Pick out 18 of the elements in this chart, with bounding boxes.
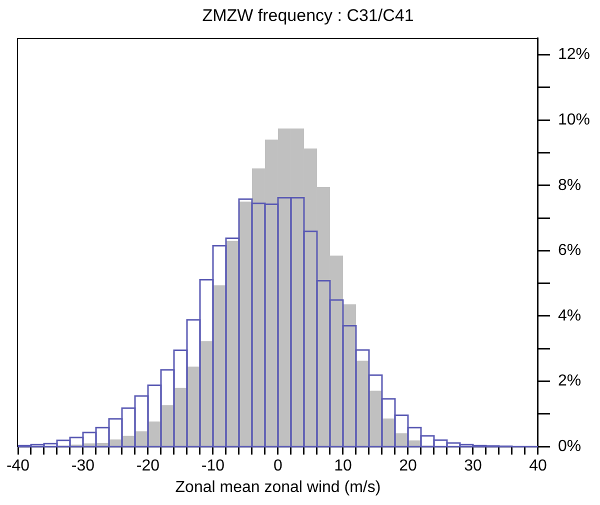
x-tick-label: 30	[464, 458, 482, 475]
x-axis-title: Zonal mean zonal wind (m/s)	[175, 478, 381, 496]
y-tick-label: 6%	[558, 242, 582, 260]
x-tick-label: 40	[529, 458, 547, 475]
x-tick-label: -40	[6, 458, 30, 475]
x-tick-label: 10	[334, 458, 352, 475]
y-tick-label: 4%	[558, 307, 582, 324]
y-tick-label: 10%	[558, 111, 590, 128]
y-tick-label: 2%	[558, 372, 582, 390]
x-tick-label: -20	[136, 458, 160, 475]
y-tick-label: 0%	[558, 438, 582, 456]
y-tick-label: 12%	[558, 46, 590, 64]
x-tick-label: 0	[274, 458, 283, 475]
y-tick-label: 8%	[558, 176, 582, 194]
x-tick-label: -10	[201, 458, 225, 475]
x-tick-label: -30	[71, 458, 95, 475]
x-tick-label: 20	[399, 458, 417, 475]
chart-title: ZMZW frequency : C31/C41	[202, 6, 414, 25]
